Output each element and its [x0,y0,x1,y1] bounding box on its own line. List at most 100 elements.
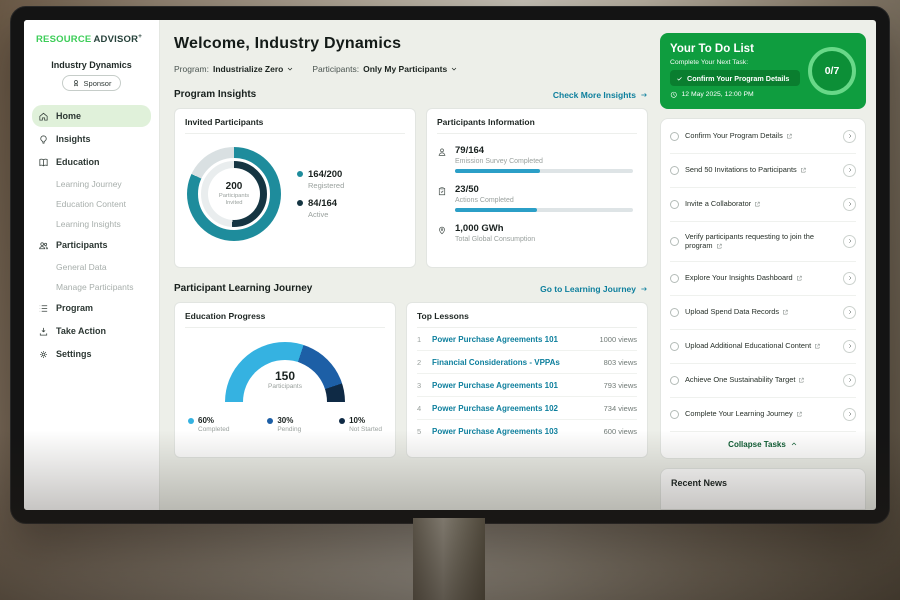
donut-center: 200 Participants Invited [208,168,260,220]
filter-bar: Program: Industrialize Zero Participants… [174,64,648,74]
people-icon [39,242,48,249]
task-checkbox[interactable] [670,236,679,246]
journey-cards-row: Education Progress 150 Participants [174,302,648,458]
download-action-icon [39,327,48,336]
task-checkbox[interactable] [670,199,679,209]
legend-dot [297,200,303,206]
sidebar-item-settings[interactable]: Settings [32,343,151,365]
external-link-icon [799,377,805,383]
section-title: Program Insights [174,89,257,100]
lesson-link[interactable]: Power Purchase Agreements 103 [432,426,558,436]
task-row-achieve-sustainability-target[interactable]: Achieve One Sustainability Target [670,364,856,398]
chevron-right-icon [848,202,851,206]
task-checkbox[interactable] [670,165,679,175]
task-checkbox[interactable] [670,375,679,385]
todo-progress-ring: 0/7 [808,46,856,95]
check-more-insights-link[interactable]: Check More Insights [553,90,648,100]
task-row-send-invitations[interactable]: Send 50 Invitations to Participants [670,154,856,188]
chevron-down-icon [288,67,293,71]
task-chevron-button[interactable] [843,339,856,353]
lesson-row: 2 Financial Considerations - VPPAs 803 v… [417,351,637,374]
card-title: Invited Participants [185,117,405,134]
stat-row-survey: 79/164 Emission Survey Completed [437,145,637,173]
chevron-right-icon [848,134,851,138]
collapse-tasks-button[interactable]: Collapse Tasks [670,432,856,457]
sidebar-item-participants[interactable]: Participants [32,234,151,256]
task-chevron-button[interactable] [843,129,856,143]
task-checkbox[interactable] [670,307,679,317]
location-pin-icon [439,226,445,235]
sidebar: RESOURCE ADVISOR+ Industry Dynamics Spons… [24,20,160,510]
lesson-link[interactable]: Power Purchase Agreements 101 [432,380,558,390]
task-checkbox[interactable] [670,341,679,351]
sidebar-item-education-content[interactable]: Education Content [56,198,126,209]
task-row-complete-learning-journey[interactable]: Complete Your Learning Journey [670,398,856,432]
donut-legend: 164/200 Registered 84/164 Active [297,161,344,227]
sidebar-item-take-action[interactable]: Take Action [32,320,151,342]
sidebar-item-home[interactable]: Home [32,105,151,128]
progress-fill [455,169,541,173]
task-checkbox[interactable] [670,131,679,141]
recent-news-title: Recent News [671,477,728,488]
invited-participants-card: Invited Participants 200 Participants In… [174,108,416,268]
lesson-row: 1 Power Purchase Agreements 101 1000 vie… [417,328,637,351]
task-checkbox[interactable] [670,409,679,419]
legend-dot [297,171,303,177]
task-row-upload-educational-content[interactable]: Upload Additional Educational Content [670,330,856,364]
sidebar-item-education[interactable]: Education [32,151,151,173]
card-title: Participants Information [437,117,637,134]
sidebar-item-learning-insights[interactable]: Learning Insights [56,218,121,229]
todo-subtitle: Complete Your Next Task: [670,59,749,66]
gauge-center: 150 Participants [268,369,302,390]
program-filter-label: Program: [174,64,209,74]
external-link-icon [783,309,788,315]
book-icon [39,158,48,166]
main-content: Welcome, Industry Dynamics Program: Indu… [160,20,660,510]
task-row-verify-participants[interactable]: Verify participants requesting to join t… [670,222,856,262]
task-row-upload-spend-data[interactable]: Upload Spend Data Records [670,296,856,330]
sidebar-item-general-data[interactable]: General Data [56,261,107,272]
lesson-link[interactable]: Financial Considerations - VPPAs [432,357,560,367]
go-to-learning-journey-link[interactable]: Go to Learning Journey [540,284,648,294]
next-task-time: 12 May 2025, 12:00 PM [670,91,800,99]
lesson-link[interactable]: Power Purchase Agreements 101 [432,334,558,344]
sidebar-item-manage-participants[interactable]: Manage Participants [56,281,134,292]
chevron-right-icon [848,168,851,172]
gear-icon [40,350,47,358]
lesson-row: 4 Power Purchase Agreements 102 734 view… [417,397,637,420]
next-task-chip[interactable]: Confirm Your Program Details [670,70,800,86]
arrow-right-icon [641,92,647,97]
sidebar-item-learning-journey[interactable]: Learning Journey [56,178,122,189]
task-row-invite-collaborator[interactable]: Invite a Collaborator [670,188,856,222]
donut-inner-ring: 200 Participants Invited [198,158,270,230]
task-chevron-button[interactable] [843,407,856,421]
sidebar-item-insights[interactable]: Insights [32,128,151,150]
task-chevron-button[interactable] [843,163,856,177]
task-chevron-button[interactable] [843,234,856,248]
task-row-explore-insights[interactable]: Explore Your Insights Dashboard [670,262,856,296]
gauge-arc [225,342,345,402]
lesson-link[interactable]: Power Purchase Agreements 102 [432,403,558,413]
sponsor-label: Sponsor [83,78,112,88]
task-chevron-button[interactable] [843,305,856,319]
person-icon [438,148,446,156]
list-icon [39,305,48,312]
task-row-confirm-program-details[interactable]: Confirm Your Program Details [670,120,856,154]
task-chevron-button[interactable] [843,197,856,211]
participants-filter-dropdown[interactable]: Only My Participants [363,64,458,74]
monitor-bezel: RESOURCE ADVISOR+ Industry Dynamics Spons… [10,6,890,524]
learning-journey-header: Participant Learning Journey Go to Learn… [174,283,648,294]
sidebar-item-program[interactable]: Program [32,297,151,319]
task-chevron-button[interactable] [843,271,856,285]
lesson-row: 3 Power Purchase Agreements 101 793 view… [417,374,637,397]
card-title: Education Progress [185,311,385,328]
program-filter-dropdown[interactable]: Industrialize Zero [213,64,294,74]
external-link-icon [786,133,792,139]
task-chevron-button[interactable] [843,373,856,387]
legend-item-active: 84/164 Active [297,198,344,219]
external-link-icon [716,243,722,249]
todo-summary-card: Your To Do List Complete Your Next Task:… [660,33,866,109]
logo-plus: + [138,33,143,40]
task-checkbox[interactable] [670,273,679,283]
